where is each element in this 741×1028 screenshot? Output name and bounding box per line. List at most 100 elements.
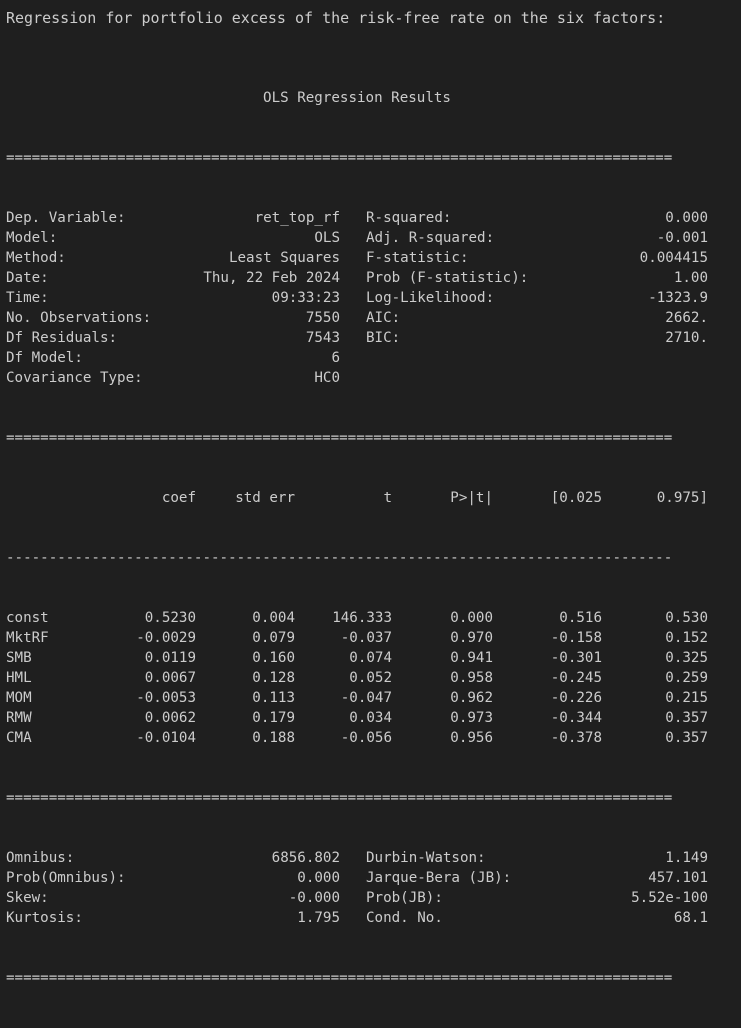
std-err-value: 0.128 bbox=[252, 670, 295, 686]
ci-low-value: -0.158 bbox=[550, 630, 602, 646]
stat-label: No. Observations: bbox=[6, 310, 152, 326]
stat-label: Df Model: bbox=[6, 350, 83, 366]
stat-value: 2662. bbox=[665, 310, 708, 326]
stat-label: Time: bbox=[6, 290, 49, 306]
ci-high-value: 0.215 bbox=[665, 690, 708, 706]
coef-value: -0.0053 bbox=[136, 690, 196, 706]
ci-low-value: -0.245 bbox=[550, 670, 602, 686]
header-p-value: P>|t| bbox=[450, 490, 493, 506]
header-ci-low: [0.025 bbox=[550, 490, 602, 506]
stat-label: Kurtosis: bbox=[6, 910, 83, 926]
stat-label: Cond. No. bbox=[366, 910, 443, 926]
ci-high-value: 0.152 bbox=[665, 630, 708, 646]
table-row: SMB 0.0119 0.160 0.074 0.941 -0.301 0.325 bbox=[6, 648, 708, 668]
header-coef: coef bbox=[161, 490, 196, 506]
table-row: CMA -0.0104 0.188 -0.056 0.956 -0.378 0.357 bbox=[6, 728, 708, 748]
output-heading: Regression for portfolio excess of the r… bbox=[6, 9, 666, 27]
t-value: 0.034 bbox=[349, 710, 392, 726]
stat-label: Adj. R-squared: bbox=[366, 230, 495, 246]
summary-title: OLS Regression Results bbox=[263, 90, 451, 106]
stat-value: 0.000 bbox=[665, 210, 708, 226]
stat-value: -0.000 bbox=[288, 890, 340, 906]
stat-value: HC0 bbox=[314, 370, 340, 386]
model-info-row: Method: Least Squares F-statistic: 0.004415 bbox=[6, 248, 708, 268]
p-value: 0.941 bbox=[450, 650, 493, 666]
stat-label: R-squared: bbox=[366, 210, 452, 226]
stat-value: 2710. bbox=[665, 330, 708, 346]
model-info-row: Df Residuals: 7543 BIC: 2710. bbox=[6, 328, 708, 348]
coef-table-body: const 0.5230 0.004 146.333 0.000 0.516 0.530 Mk… bbox=[6, 608, 708, 748]
ci-low-value: 0.516 bbox=[559, 610, 602, 626]
stat-label: Omnibus: bbox=[6, 850, 75, 866]
ci-high-value: 0.259 bbox=[665, 670, 708, 686]
diagnostics-row: Prob(Omnibus): 0.000 Jarque-Bera (JB): 457.… bbox=[6, 868, 708, 888]
p-value: 0.970 bbox=[450, 630, 493, 646]
model-info-row: Dep. Variable: ret_top_rf R-squared: 0.000 bbox=[6, 208, 708, 228]
std-err-value: 0.188 bbox=[252, 730, 295, 746]
stat-value: 68.1 bbox=[673, 910, 708, 926]
stat-label: Df Residuals: bbox=[6, 330, 118, 346]
stat-label: Date: bbox=[6, 270, 49, 286]
ci-high-value: 0.357 bbox=[665, 710, 708, 726]
stat-value: 1.00 bbox=[673, 270, 708, 286]
stat-value: 6 bbox=[331, 350, 340, 366]
model-info-row: Covariance Type: HC0 bbox=[6, 368, 708, 388]
stat-label: Model: bbox=[6, 230, 58, 246]
stat-label: Log-Likelihood: bbox=[366, 290, 495, 306]
stat-value: 6856.802 bbox=[271, 850, 340, 866]
table-row: HML 0.0067 0.128 0.052 0.958 -0.245 0.259 bbox=[6, 668, 708, 688]
stat-label: Method: bbox=[6, 250, 66, 266]
ci-low-value: -0.301 bbox=[550, 650, 602, 666]
model-info-row: Df Model: 6 bbox=[6, 348, 708, 368]
t-value: -0.037 bbox=[340, 630, 392, 646]
coef-value: -0.0104 bbox=[136, 730, 196, 746]
stat-label: Prob(JB): bbox=[366, 890, 443, 906]
ci-high-value: 0.357 bbox=[665, 730, 708, 746]
ci-low-value: -0.344 bbox=[550, 710, 602, 726]
coef-value: 0.0119 bbox=[144, 650, 196, 666]
variable-name: HML bbox=[6, 670, 32, 686]
stat-value: 457.101 bbox=[648, 870, 708, 886]
model-info-row: Date: Thu, 22 Feb 2024 Prob (F-statistic):… bbox=[6, 268, 708, 288]
p-value: 0.956 bbox=[450, 730, 493, 746]
separator-single: ----------------------------------------… bbox=[6, 550, 673, 566]
stat-label: AIC: bbox=[366, 310, 401, 326]
std-err-value: 0.113 bbox=[252, 690, 295, 706]
variable-name: MOM bbox=[6, 690, 32, 706]
diagnostics-row: Skew: -0.000 Prob(JB): 5.52e-100 bbox=[6, 888, 708, 908]
ci-high-value: 0.325 bbox=[665, 650, 708, 666]
std-err-value: 0.004 bbox=[252, 610, 295, 626]
coef-value: 0.0062 bbox=[144, 710, 196, 726]
notebook-cell-output: Regression for portfolio excess of the r… bbox=[6, 0, 708, 1028]
p-value: 0.962 bbox=[450, 690, 493, 706]
std-err-value: 0.079 bbox=[252, 630, 295, 646]
stat-value: -0.001 bbox=[656, 230, 708, 246]
header-std-err: std err bbox=[235, 490, 295, 506]
table-row: const 0.5230 0.004 146.333 0.000 0.516 0.530 bbox=[6, 608, 708, 628]
t-value: 0.052 bbox=[349, 670, 392, 686]
t-value: -0.056 bbox=[340, 730, 392, 746]
stat-value: 7543 bbox=[305, 330, 340, 346]
stat-value: 5.52e-100 bbox=[631, 890, 708, 906]
model-info-block: Dep. Variable: ret_top_rf R-squared: 0.000 M… bbox=[6, 208, 708, 388]
diagnostics-block: Omnibus: 6856.802 Durbin-Watson: 1.149 Prob(… bbox=[6, 848, 708, 928]
stat-value: 7550 bbox=[305, 310, 340, 326]
ols-summary: OLS Regression Results =================… bbox=[6, 28, 708, 1028]
model-info-row: Model: OLS Adj. R-squared: -0.001 bbox=[6, 228, 708, 248]
stat-label: Prob(Omnibus): bbox=[6, 870, 126, 886]
std-err-value: 0.179 bbox=[252, 710, 295, 726]
header-ci-high: 0.975] bbox=[656, 490, 708, 506]
stat-value: Thu, 22 Feb 2024 bbox=[203, 270, 340, 286]
p-value: 0.958 bbox=[450, 670, 493, 686]
variable-name: CMA bbox=[6, 730, 32, 746]
coef-value: 0.5230 bbox=[144, 610, 196, 626]
ci-low-value: -0.378 bbox=[550, 730, 602, 746]
stat-label: Covariance Type: bbox=[6, 370, 143, 386]
stat-value: 0.004415 bbox=[639, 250, 708, 266]
variable-name: MktRF bbox=[6, 630, 49, 646]
separator-double: ========================================… bbox=[6, 970, 673, 986]
p-value: 0.000 bbox=[450, 610, 493, 626]
stat-value: 1.149 bbox=[665, 850, 708, 866]
separator-double: ========================================… bbox=[6, 790, 673, 806]
std-err-value: 0.160 bbox=[252, 650, 295, 666]
